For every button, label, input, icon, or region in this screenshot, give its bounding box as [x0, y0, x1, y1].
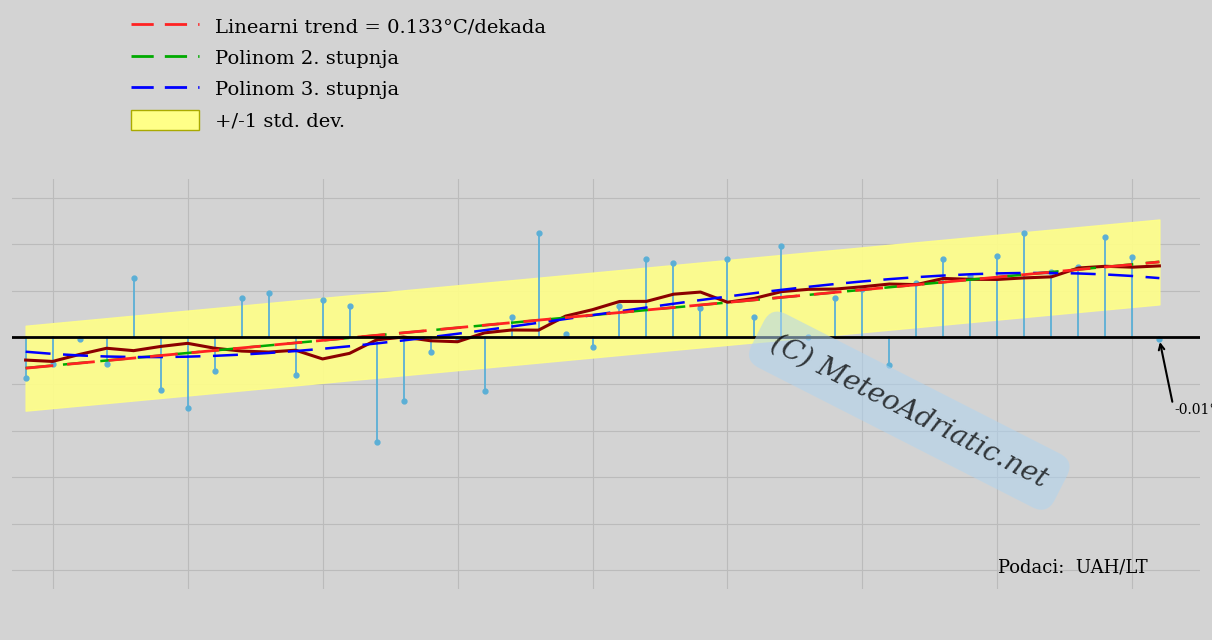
Legend: Linearni trend = 0.133°C/dekada, Polinom 2. stupnja, Polinom 3. stupnja, +/-1 st: Linearni trend = 0.133°C/dekada, Polinom… [131, 16, 545, 131]
Text: Podaci:  UAH/LT: Podaci: UAH/LT [997, 559, 1148, 577]
Text: -0.01°C: -0.01°C [1174, 403, 1212, 417]
Text: (C) MeteoAdriatic.net: (C) MeteoAdriatic.net [766, 329, 1052, 492]
